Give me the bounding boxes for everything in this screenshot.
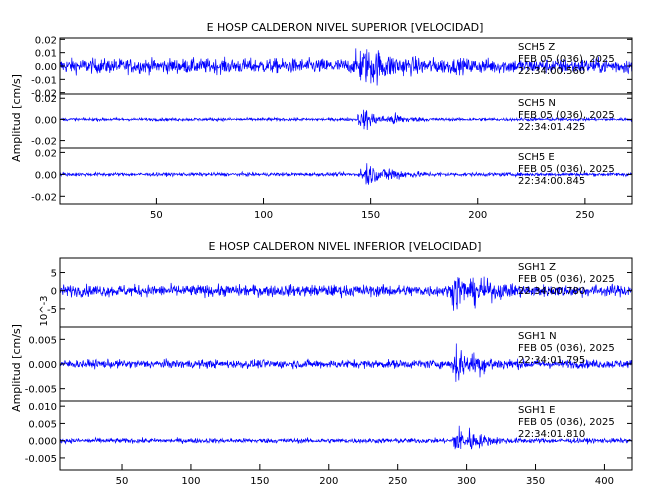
y-tick-label: 0.000: [28, 437, 57, 448]
x-tick-label: 150: [361, 210, 380, 221]
station-label: FEB 05 (036), 2025: [518, 417, 615, 428]
x-tick-label: 300: [457, 476, 476, 487]
y-axis-label: Amplitud [cm/s]: [10, 324, 23, 412]
station-label: SGH1 E: [518, 405, 555, 416]
x-tick-label: 200: [468, 210, 487, 221]
station-label: 22:34:01.795: [518, 355, 585, 366]
y-tick-label: 0: [51, 287, 57, 298]
y-tick-label: -0.01: [31, 75, 57, 86]
y-tick-label: 0.02: [35, 35, 57, 46]
y-tick-label: 0.00: [35, 115, 57, 126]
station-label: 22:34:00.780: [518, 286, 585, 297]
station-label: 22:34:00.560: [518, 66, 585, 77]
x-tick-label: 400: [595, 476, 614, 487]
y-tick-label: 0.005: [28, 419, 57, 430]
station-label: SCH5 Z: [518, 42, 555, 53]
station-label: SCH5 N: [518, 98, 556, 109]
x-tick-label: 250: [575, 210, 594, 221]
panel-frame: [59, 400, 633, 471]
y-tick-label: 0.005: [28, 335, 57, 346]
station-label: 22:34:01.425: [518, 122, 585, 133]
x-tick-label: 50: [116, 476, 129, 487]
waveform-trace: [59, 48, 633, 86]
waveform-trace: [59, 163, 633, 185]
panel-frame: [59, 147, 633, 205]
chart-title: E HOSP CALDERON NIVEL INFERIOR [VELOCIDA…: [209, 240, 482, 253]
x-tick-label: 50: [150, 210, 163, 221]
y-tick-label: -0.02: [31, 89, 57, 100]
y-tick-label: 0.000: [28, 360, 57, 371]
station-label: FEB 05 (036), 2025: [518, 110, 615, 121]
chart-title: E HOSP CALDERON NIVEL SUPERIOR [VELOCIDA…: [207, 21, 484, 34]
x-tick-label: 200: [319, 476, 338, 487]
chart-nivel-superior: E HOSP CALDERON NIVEL SUPERIOR [VELOCIDA…: [10, 21, 633, 221]
station-label: 22:34:01.810: [518, 429, 585, 440]
station-label: SGH1 Z: [518, 262, 556, 273]
x-tick-label: 150: [250, 476, 269, 487]
y-tick-label: 0.02: [35, 148, 57, 159]
waveform-trace: [59, 343, 633, 382]
y-tick-label: 0.010: [28, 402, 57, 413]
y-tick-label: -0.02: [31, 137, 57, 148]
x-axis: 50 100 150 200 250 300 350 400: [116, 464, 614, 487]
waveform-trace: [59, 276, 633, 311]
station-label: SCH5 E: [518, 152, 555, 163]
station-label: SGH1 N: [518, 331, 557, 342]
scale-factor-label: 10^-3: [39, 295, 50, 326]
y-tick-label: 0.00: [35, 170, 57, 181]
station-label: FEB 05 (036), 2025: [518, 164, 615, 175]
y-tick-label: 0.02: [35, 94, 57, 105]
station-label: FEB 05 (036), 2025: [518, 274, 615, 285]
waveform-trace: [59, 425, 633, 450]
y-tick-label: -0.005: [25, 385, 57, 396]
x-tick-label: 100: [181, 476, 200, 487]
chart-nivel-inferior: E HOSP CALDERON NIVEL INFERIOR [VELOCIDA…: [10, 240, 633, 487]
y-tick-label: -5: [47, 305, 57, 316]
station-label: FEB 05 (036), 2025: [518, 343, 615, 354]
station-label: 22:34:00.845: [518, 176, 585, 187]
y-axis-label: Amplitud [cm/s]: [10, 74, 23, 162]
station-label: FEB 05 (036), 2025: [518, 54, 615, 65]
x-axis: 50 100 150 200 250: [150, 198, 594, 221]
y-tick-label: 0.00: [35, 62, 57, 73]
y-tick-label: 5: [51, 269, 57, 280]
y-tick-label: -0.02: [31, 192, 57, 203]
x-tick-label: 350: [526, 476, 545, 487]
x-tick-label: 100: [254, 210, 273, 221]
y-tick-label: -0.005: [25, 454, 57, 465]
y-tick-label: 0.01: [35, 49, 57, 60]
waveform-trace: [59, 109, 633, 131]
x-tick-label: 250: [388, 476, 407, 487]
